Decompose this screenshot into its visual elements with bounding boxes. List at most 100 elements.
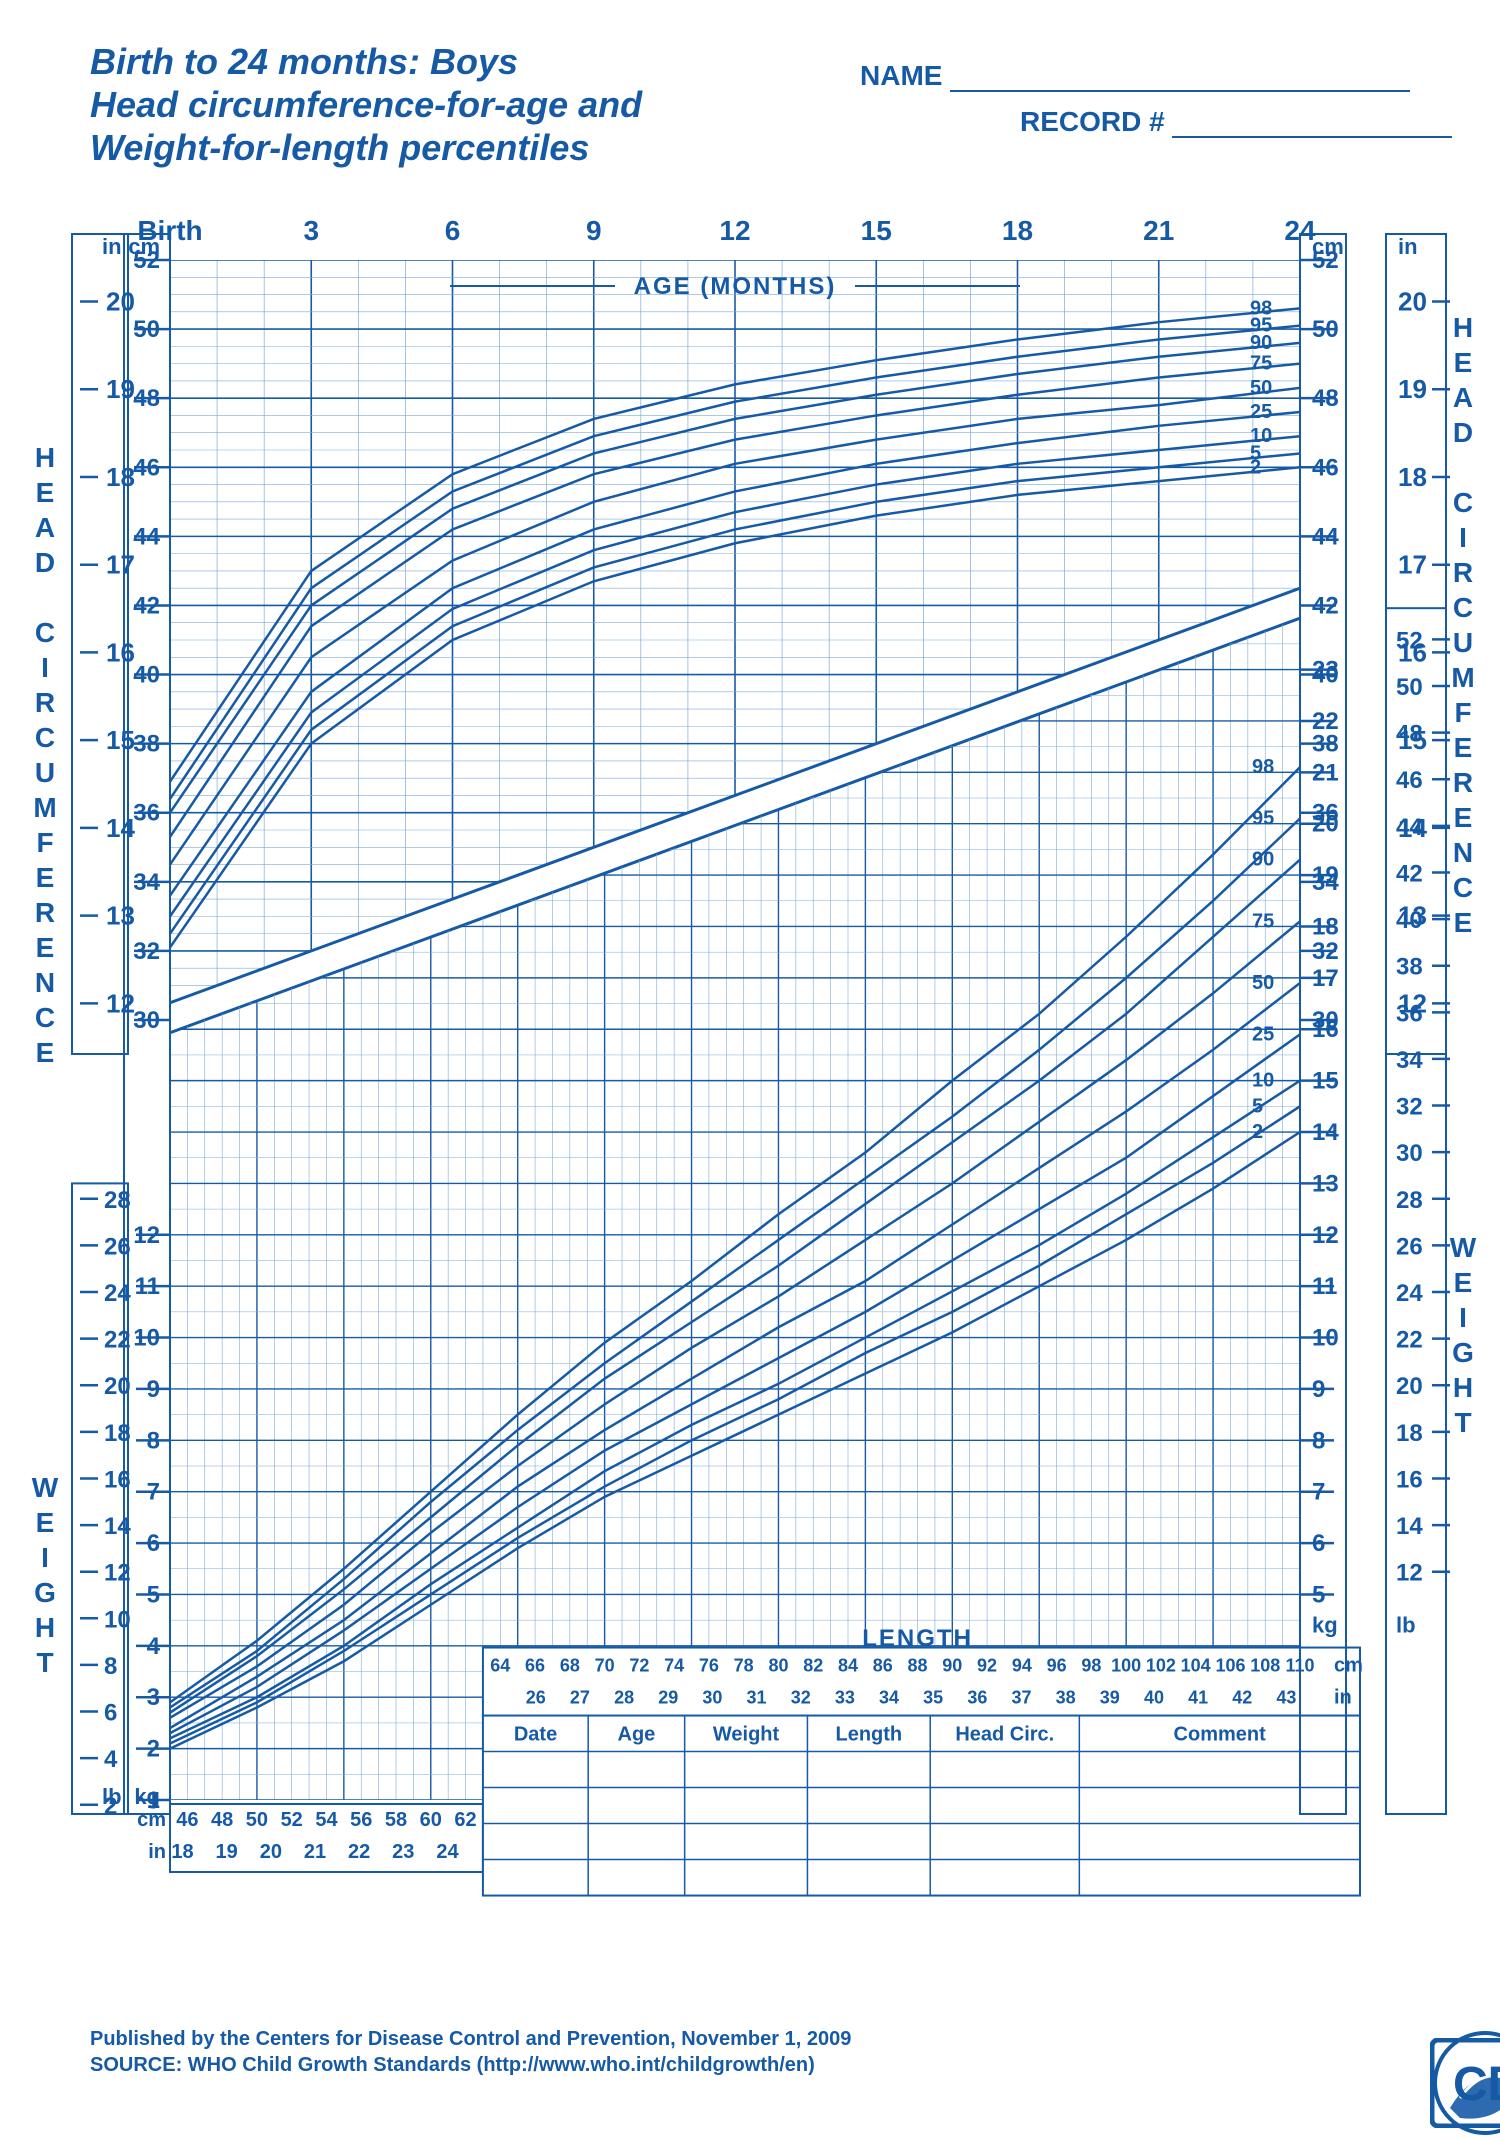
svg-text:94: 94	[1012, 1656, 1032, 1676]
svg-text:78: 78	[734, 1656, 754, 1676]
svg-text:14: 14	[106, 813, 135, 843]
svg-text:in: in	[1398, 234, 1418, 259]
svg-text:32: 32	[1396, 1094, 1423, 1121]
svg-text:36: 36	[967, 1688, 987, 1708]
svg-text:82: 82	[803, 1656, 823, 1676]
svg-text:42: 42	[1232, 1688, 1252, 1708]
svg-text:24: 24	[1396, 1280, 1423, 1307]
svg-text:52: 52	[281, 1809, 303, 1831]
svg-text:38: 38	[1056, 1688, 1076, 1708]
svg-text:24: 24	[436, 1841, 459, 1863]
svg-text:kg: kg	[134, 1784, 160, 1809]
svg-text:22: 22	[104, 1327, 131, 1354]
svg-text:40: 40	[1396, 907, 1423, 934]
svg-text:CDC: CDC	[1453, 2058, 1500, 2111]
svg-text:19: 19	[1398, 374, 1427, 404]
svg-text:95: 95	[1252, 808, 1274, 830]
svg-text:25: 25	[1252, 1023, 1274, 1045]
svg-text:23: 23	[392, 1841, 414, 1863]
svg-text:21: 21	[304, 1841, 326, 1863]
svg-text:52: 52	[1396, 627, 1423, 654]
svg-text:66: 66	[525, 1656, 545, 1676]
svg-text:98: 98	[1081, 1656, 1101, 1676]
svg-text:75: 75	[1250, 353, 1272, 375]
svg-text:12: 12	[1396, 1560, 1423, 1587]
svg-text:in: in	[1334, 1687, 1352, 1709]
svg-text:16: 16	[104, 1466, 131, 1493]
svg-text:13: 13	[106, 901, 135, 931]
svg-text:cm: cm	[1312, 234, 1344, 259]
svg-text:34: 34	[879, 1688, 899, 1708]
svg-text:19: 19	[106, 374, 135, 404]
svg-text:16: 16	[1396, 1466, 1423, 1493]
svg-text:41: 41	[1188, 1688, 1208, 1708]
svg-text:90: 90	[1252, 849, 1274, 871]
svg-text:20: 20	[1396, 1373, 1423, 1400]
svg-text:35: 35	[923, 1688, 943, 1708]
svg-text:lb: lb	[1396, 1612, 1416, 1637]
svg-text:30: 30	[1396, 1140, 1423, 1167]
svg-text:lb: lb	[102, 1784, 122, 1809]
svg-text:108: 108	[1250, 1656, 1280, 1676]
svg-text:60: 60	[420, 1809, 442, 1831]
svg-text:6: 6	[445, 215, 461, 246]
svg-text:Weight: Weight	[713, 1724, 780, 1746]
svg-text:38: 38	[1396, 954, 1423, 981]
growth-chart-svg: 2510255075909598303032323434363638384040…	[0, 0, 1500, 2138]
svg-text:cm: cm	[1334, 1655, 1363, 1677]
svg-text:50: 50	[1250, 377, 1272, 399]
svg-text:75: 75	[1252, 910, 1274, 932]
svg-text:18: 18	[171, 1841, 193, 1863]
svg-text:26: 26	[526, 1688, 546, 1708]
svg-text:34: 34	[1396, 1047, 1423, 1074]
svg-text:28: 28	[614, 1688, 634, 1708]
svg-text:30: 30	[702, 1688, 722, 1708]
svg-text:64: 64	[490, 1656, 510, 1676]
svg-text:15: 15	[861, 215, 892, 246]
svg-text:26: 26	[104, 1233, 131, 1260]
svg-text:46: 46	[1396, 767, 1423, 794]
svg-text:10: 10	[1250, 425, 1272, 447]
svg-text:25: 25	[1250, 401, 1272, 423]
svg-text:9: 9	[586, 215, 602, 246]
svg-text:17: 17	[106, 550, 135, 580]
svg-text:44: 44	[1396, 814, 1423, 841]
svg-text:5: 5	[1252, 1095, 1263, 1117]
svg-text:96: 96	[1047, 1656, 1067, 1676]
svg-text:37: 37	[1011, 1688, 1031, 1708]
svg-text:12: 12	[719, 215, 750, 246]
svg-text:22: 22	[1396, 1327, 1423, 1354]
svg-text:102: 102	[1146, 1656, 1176, 1676]
svg-text:15: 15	[106, 725, 135, 755]
svg-text:18: 18	[106, 462, 135, 492]
svg-text:Comment: Comment	[1174, 1724, 1267, 1746]
svg-text:3: 3	[303, 215, 319, 246]
svg-text:26: 26	[1396, 1233, 1423, 1260]
svg-text:20: 20	[104, 1373, 131, 1400]
svg-text:14: 14	[1396, 1513, 1423, 1540]
svg-text:8: 8	[104, 1653, 117, 1680]
svg-text:18: 18	[1398, 462, 1427, 492]
svg-text:50: 50	[1396, 674, 1423, 701]
svg-text:20: 20	[1398, 286, 1427, 316]
svg-text:58: 58	[385, 1809, 407, 1831]
svg-text:84: 84	[838, 1656, 858, 1676]
svg-text:50: 50	[246, 1809, 268, 1831]
svg-text:27: 27	[570, 1688, 590, 1708]
svg-text:106: 106	[1215, 1656, 1245, 1676]
svg-text:2: 2	[1252, 1121, 1263, 1143]
svg-text:16: 16	[106, 637, 135, 667]
svg-text:40: 40	[1144, 1688, 1164, 1708]
footer-line2: SOURCE: WHO Child Growth Standards (http…	[90, 2052, 851, 2078]
svg-text:98: 98	[1250, 297, 1272, 319]
svg-text:90: 90	[942, 1656, 962, 1676]
svg-text:4: 4	[104, 1746, 118, 1773]
svg-text:cm: cm	[137, 1809, 166, 1831]
svg-text:10: 10	[104, 1606, 131, 1633]
svg-text:46: 46	[176, 1809, 198, 1831]
svg-text:88: 88	[908, 1656, 928, 1676]
svg-text:17: 17	[1398, 550, 1427, 580]
svg-text:20: 20	[106, 286, 135, 316]
svg-text:56: 56	[350, 1809, 372, 1831]
svg-text:92: 92	[977, 1656, 997, 1676]
